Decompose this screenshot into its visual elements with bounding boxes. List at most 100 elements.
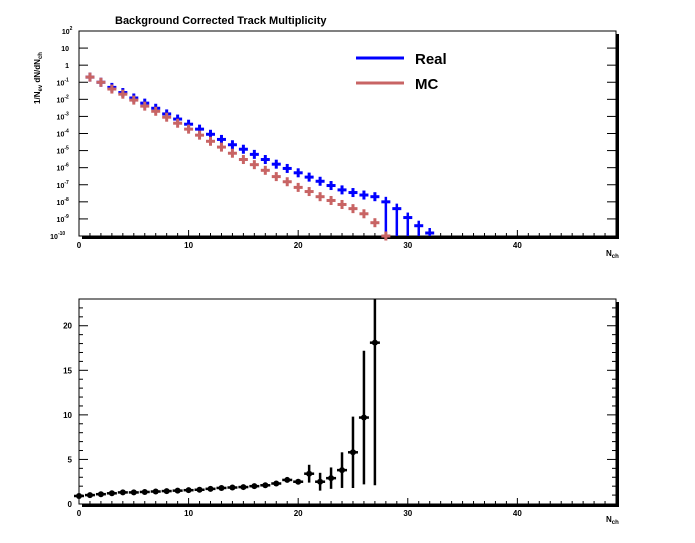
mc-point [151, 106, 161, 116]
top-x-label-main: N [606, 249, 612, 258]
legend-real-label: Real [415, 51, 447, 68]
legend-mc-label: MC [415, 76, 438, 93]
ratio-point [106, 490, 117, 497]
ratio-point-marker [240, 484, 247, 491]
top-y-tick-label: 10-6 [57, 163, 69, 173]
top-y-tick-label: 102 [62, 26, 73, 36]
real-point [403, 212, 413, 236]
real-point [381, 196, 391, 236]
mc-point [315, 192, 325, 202]
ratio-point-marker [163, 488, 170, 495]
ratio-point-marker [295, 478, 302, 485]
ratio-point-marker [251, 483, 258, 490]
real-point [326, 181, 336, 191]
mc-point [195, 130, 205, 140]
ratio-point-marker [262, 482, 269, 489]
bottom-axes-box [78, 298, 617, 505]
top-chart-title: Background Corrected Track Multiplicity [115, 15, 327, 27]
top-y-label-sub-b: ch [38, 52, 44, 59]
ratio-point [227, 484, 238, 491]
mc-point [348, 204, 358, 214]
ratio-point-marker [273, 480, 280, 487]
top-x-tick-label: 20 [294, 241, 303, 250]
mc-point [216, 142, 226, 152]
bottom-x-axis-label: Nch [606, 515, 619, 526]
ratio-point-marker [339, 467, 346, 474]
top-x-tick-label: 10 [184, 241, 193, 250]
bottom-y-tick-label: 10 [63, 411, 72, 420]
bottom-y-tick-label: 0 [68, 500, 73, 509]
real-point [392, 203, 402, 236]
ratio-point [84, 492, 95, 499]
ratio-point-marker [86, 492, 93, 499]
bottom-x-tick-label: 30 [403, 509, 412, 518]
ratio-point-marker [229, 484, 236, 491]
bottom-plot-frame [78, 298, 619, 507]
mc-point [326, 195, 336, 205]
bottom-x-label-sub: ch [612, 520, 619, 526]
mc-point [129, 95, 139, 105]
top-y-tick-label: 10-10 [50, 231, 65, 241]
ratio-point-marker [284, 476, 291, 483]
top-y-axis-label: 1/Nev dN/dNch [33, 52, 44, 104]
bottom-x-tick-label: 20 [294, 509, 303, 518]
top-y-label-part-a: 1/N [33, 91, 42, 104]
top-y-tick-label: 10-9 [57, 214, 69, 224]
mc-point [227, 148, 237, 158]
ratio-point-marker [360, 414, 367, 421]
real-point [260, 155, 270, 165]
bottom-data-marks [74, 299, 380, 499]
mc-point [293, 182, 303, 192]
ratio-point-marker [141, 488, 148, 495]
mc-point [184, 124, 194, 134]
ratio-point-marker [349, 449, 356, 456]
ratio-point [337, 452, 348, 488]
ratio-point [238, 484, 249, 491]
top-x-axis-label: Nch [606, 249, 619, 260]
ratio-point-marker [108, 490, 115, 497]
bottom-y-tick-label: 5 [68, 455, 73, 464]
ratio-point [150, 488, 161, 495]
ratio-point [183, 487, 194, 494]
top-y-tick-label: 10-4 [57, 129, 69, 139]
top-y-tick-label: 10-2 [57, 94, 69, 104]
ratio-point [260, 482, 271, 489]
mc-point [370, 218, 380, 228]
real-point [425, 227, 435, 236]
ratio-point-marker [185, 487, 192, 494]
ratio-point-marker [207, 485, 214, 492]
top-axes: 0 10 20 30 40 102 10 1 10-1 10-2 10-3 10-4 10-5 10-6 1… [50, 26, 616, 250]
mc-point [271, 172, 281, 182]
top-frame-shadow-right [616, 34, 619, 239]
bottom-x-tick-label: 40 [513, 509, 522, 518]
ratio-point-marker [371, 339, 378, 346]
real-point [282, 163, 292, 173]
ratio-point [95, 491, 106, 498]
real-point [359, 190, 369, 200]
top-y-tick-label: 10-7 [57, 180, 69, 190]
real-point [238, 144, 248, 154]
ratio-point [172, 487, 183, 494]
mc-point [282, 177, 292, 187]
mc-point [173, 118, 183, 128]
top-y-label-part-b: dN/dN [33, 59, 42, 85]
real-point [249, 149, 259, 159]
ratio-point-marker [317, 478, 324, 485]
real-point [370, 192, 380, 202]
top-data-marks [85, 72, 435, 241]
top-y-tick-label: 10 [61, 46, 69, 53]
real-point [304, 172, 314, 182]
ratio-point [216, 484, 227, 491]
top-y-tick-label: 1 [65, 63, 69, 70]
top-x-tick-label: 40 [513, 241, 522, 250]
ratio-point [205, 485, 216, 492]
real-point [216, 134, 226, 144]
mc-point [249, 160, 259, 170]
mc-point [162, 112, 172, 122]
ratio-point [74, 492, 84, 499]
mc-point [96, 77, 106, 87]
top-y-label-sub-a: ev [38, 84, 44, 91]
ratio-point [139, 488, 150, 495]
